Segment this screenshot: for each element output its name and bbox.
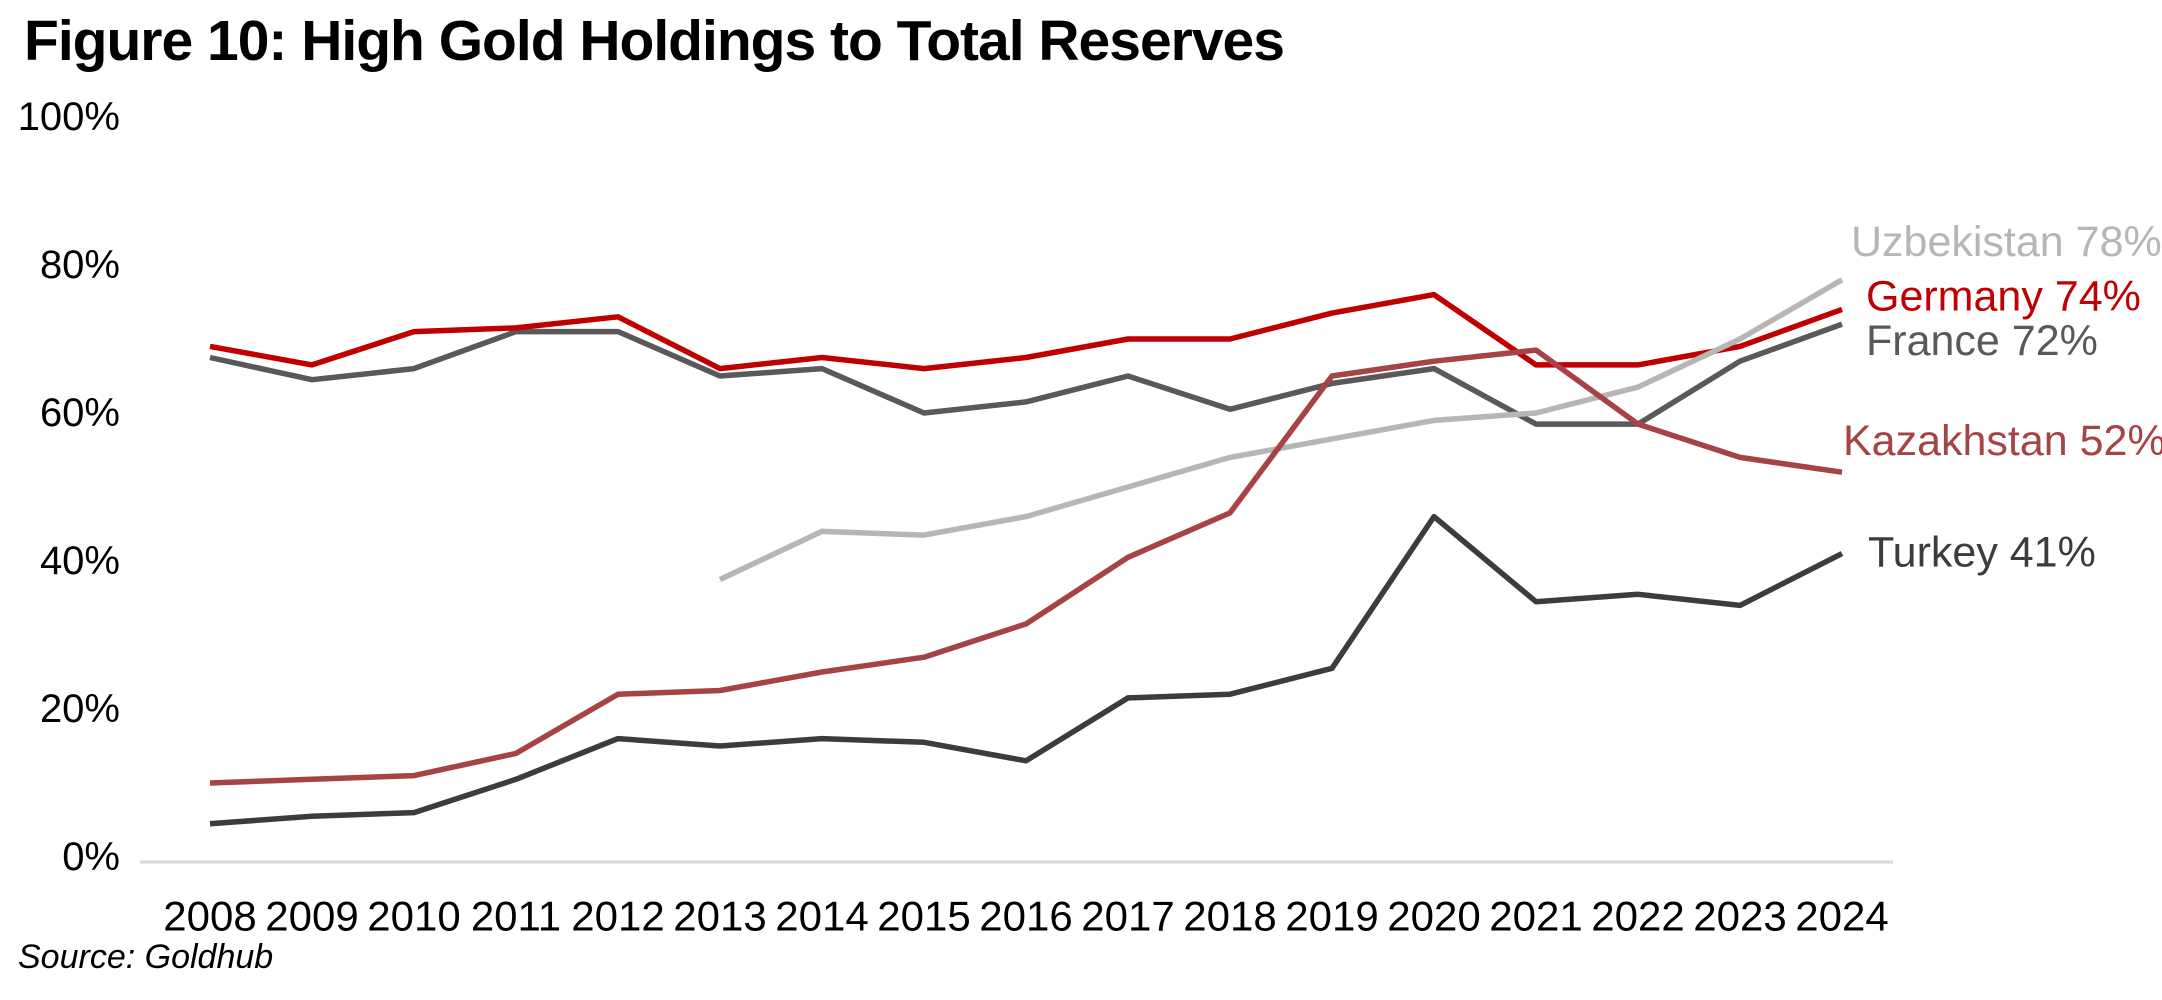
x-axis-tick-label: 2022 bbox=[1591, 893, 1684, 940]
series-end-label-uzbekistan: Uzbekistan 78% bbox=[1851, 218, 2162, 266]
y-axis-tick-label: 40% bbox=[40, 539, 120, 583]
x-axis-tick-label: 2017 bbox=[1081, 893, 1174, 940]
y-axis-tick-label: 100% bbox=[18, 95, 120, 139]
series-end-label-kazakhstan: Kazakhstan 52% bbox=[1843, 417, 2162, 465]
x-axis-tick-label: 2024 bbox=[1795, 893, 1888, 940]
x-axis-tick-label: 2010 bbox=[367, 893, 460, 940]
series-end-label-germany: Germany 74% bbox=[1866, 272, 2141, 320]
x-axis-tick-label: 2013 bbox=[673, 893, 766, 940]
x-axis-tick-label: 2019 bbox=[1285, 893, 1378, 940]
x-axis-tick-label: 2023 bbox=[1693, 893, 1786, 940]
x-axis-tick-label: 2021 bbox=[1489, 893, 1582, 940]
series-end-label-turkey: Turkey 41% bbox=[1868, 529, 2096, 577]
series-end-label-france: France 72% bbox=[1866, 317, 2098, 365]
x-axis-tick-label: 2015 bbox=[877, 893, 970, 940]
y-axis-tick-label: 60% bbox=[40, 391, 120, 435]
x-axis-tick-label: 2009 bbox=[265, 893, 358, 940]
x-axis-tick-label: 2016 bbox=[979, 893, 1072, 940]
y-axis-tick-label: 20% bbox=[40, 687, 120, 731]
series-line-turkey bbox=[209, 513, 1844, 827]
y-axis-tick-label: 0% bbox=[62, 835, 120, 879]
series-line-kazakhstan bbox=[209, 347, 1843, 786]
source-note: Source: Goldhub bbox=[18, 938, 274, 976]
series-line-france bbox=[209, 321, 1843, 427]
y-axis-tick-label: 80% bbox=[40, 243, 120, 287]
x-axis-tick-label: 2012 bbox=[571, 893, 664, 940]
series-line-germany bbox=[209, 291, 1843, 372]
x-axis-tick-label: 2014 bbox=[775, 893, 868, 940]
figure-title: Figure 10: High Gold Holdings to Total R… bbox=[24, 9, 1285, 73]
x-axis-tick-label: 2011 bbox=[471, 893, 561, 940]
x-axis-tick-label: 2008 bbox=[163, 893, 256, 940]
x-axis-tick-label: 2020 bbox=[1387, 893, 1480, 940]
x-axis-tick-label: 2018 bbox=[1183, 893, 1276, 940]
